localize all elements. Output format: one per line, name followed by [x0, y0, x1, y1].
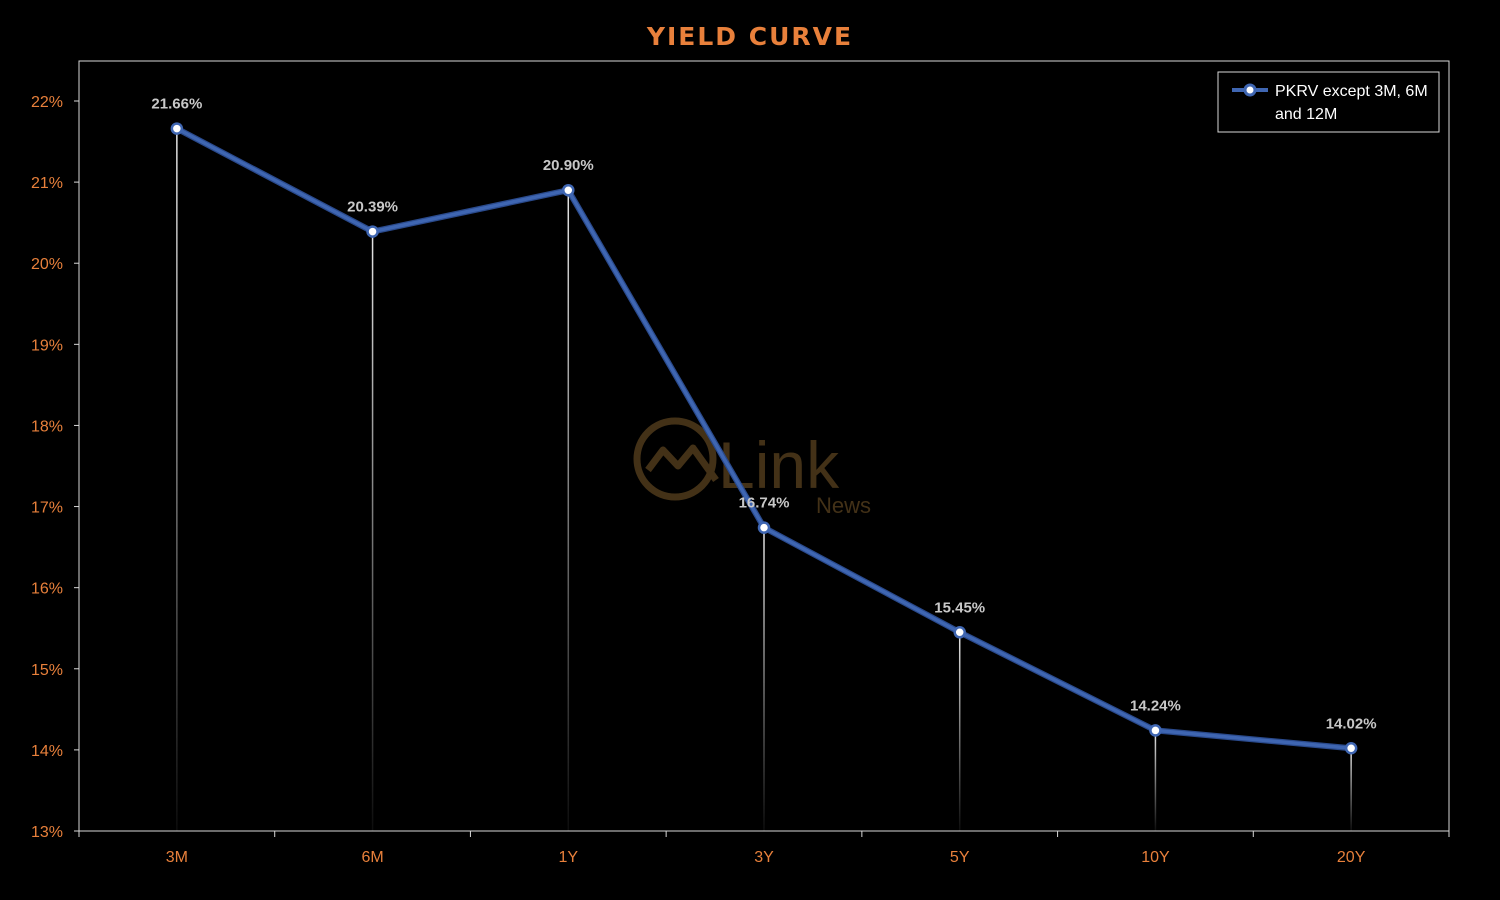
data-label: 21.66% [151, 96, 202, 113]
legend-box [1217, 71, 1440, 133]
drop-line [1350, 748, 1352, 831]
x-tick-label: 6M [361, 849, 383, 866]
x-tick-label: 5Y [950, 849, 970, 866]
data-label: 20.39% [347, 199, 398, 216]
y-tick-label: 19% [31, 337, 63, 354]
data-label: 20.90% [543, 157, 594, 174]
drop-line [763, 527, 765, 831]
data-point-marker [1344, 742, 1358, 755]
y-tick-label: 14% [31, 743, 63, 760]
data-label: 14.02% [1326, 715, 1377, 732]
watermark-logo: Link News [633, 417, 871, 518]
x-tick-label: 3M [166, 849, 188, 866]
watermark-ring [633, 417, 717, 501]
x-tick-label: 3Y [754, 849, 774, 866]
x-tick-label: 20Y [1337, 849, 1366, 866]
drop-line [371, 231, 374, 832]
drop-lines [176, 128, 1352, 832]
legend: PKRV except 3M, 6M and 12M [1217, 71, 1440, 133]
legend-marker-swatch [1243, 83, 1257, 97]
drop-line [176, 128, 178, 832]
y-tick-label: 20% [31, 256, 63, 273]
x-axis-ticks: 3M 6M 1Y 3Y 5Y 10Y 20Y [78, 831, 1450, 866]
data-point-marker [366, 225, 379, 238]
data-point-marker [757, 521, 771, 534]
drop-line [958, 632, 961, 831]
x-tick-label: 1Y [558, 849, 578, 866]
legend-label-line-1: PKRV except 3M, 6M [1275, 83, 1428, 100]
data-label: 16.74% [739, 495, 790, 512]
data-label: 14.24% [1130, 697, 1181, 714]
watermark-zigzag [645, 444, 719, 483]
data-point-marker [562, 183, 575, 197]
y-tick-label: 17% [31, 500, 63, 517]
chart-title: YIELD CURVE [646, 22, 853, 51]
x-tick-label: 10Y [1141, 849, 1170, 866]
drop-line [567, 190, 570, 831]
data-point-marker [170, 122, 184, 135]
watermark-subtext: News [816, 493, 871, 518]
data-labels: 21.66% 20.39% 20.90% 16.74% 15.45% 14.24% 14.0… [151, 96, 1376, 733]
data-label: 15.45% [934, 599, 985, 616]
data-point-marker [953, 626, 966, 639]
y-tick-label: 13% [31, 824, 63, 841]
watermark-text: Link [718, 428, 840, 502]
y-tick-label: 22% [31, 94, 63, 111]
y-axis-ticks: 13% 14% 15% 16% 17% 18% 19% 20% 21% 22% [31, 94, 79, 841]
y-tick-label: 16% [31, 581, 63, 598]
y-tick-label: 15% [31, 662, 63, 679]
series-markers [170, 122, 1358, 755]
legend-label-line-2: and 12M [1275, 106, 1337, 123]
data-point-marker [1149, 724, 1162, 737]
y-tick-label: 18% [31, 418, 63, 435]
y-tick-label: 21% [31, 175, 63, 192]
drop-line [1154, 730, 1157, 831]
